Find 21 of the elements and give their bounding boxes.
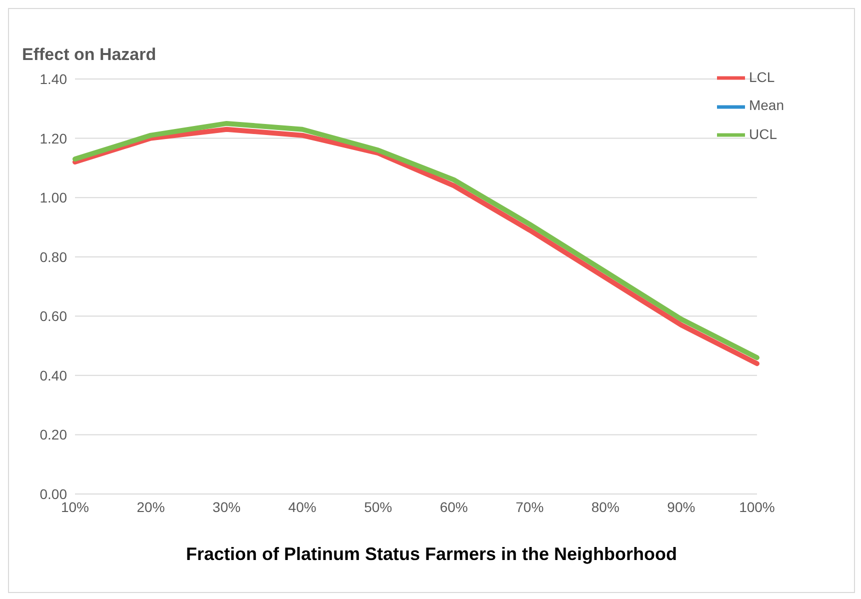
y-tick-label: 1.20 (40, 130, 68, 146)
y-tick-label: 0.40 (40, 367, 68, 384)
legend-label: Mean (748, 97, 784, 114)
x-tick-label: 60% (440, 498, 468, 515)
x-tick-label: 40% (288, 498, 316, 515)
y-axis-title: Effect on Hazard (22, 45, 156, 65)
y-tick-label: 1.00 (40, 190, 68, 206)
legend-label: LCL (748, 69, 775, 85)
x-tick-label: 50% (364, 498, 392, 515)
y-tick-label: 0.80 (40, 248, 68, 265)
y-tick-label: 0.60 (40, 308, 68, 324)
x-tick-label: 90% (667, 498, 696, 515)
y-tick-label: 0.20 (40, 426, 68, 443)
x-tick-label: 70% (516, 498, 544, 515)
x-tick-label: 80% (591, 498, 620, 515)
x-axis-title: Fraction of Platinum Status Farmers in the Neighborhood (184, 544, 678, 565)
y-tick-label: 1.40 (40, 70, 68, 87)
x-tick-label: 20% (136, 498, 165, 515)
legend-label: UCL (748, 126, 777, 142)
x-tick-label: 30% (212, 498, 241, 515)
x-tick-label: 100% (739, 498, 775, 515)
